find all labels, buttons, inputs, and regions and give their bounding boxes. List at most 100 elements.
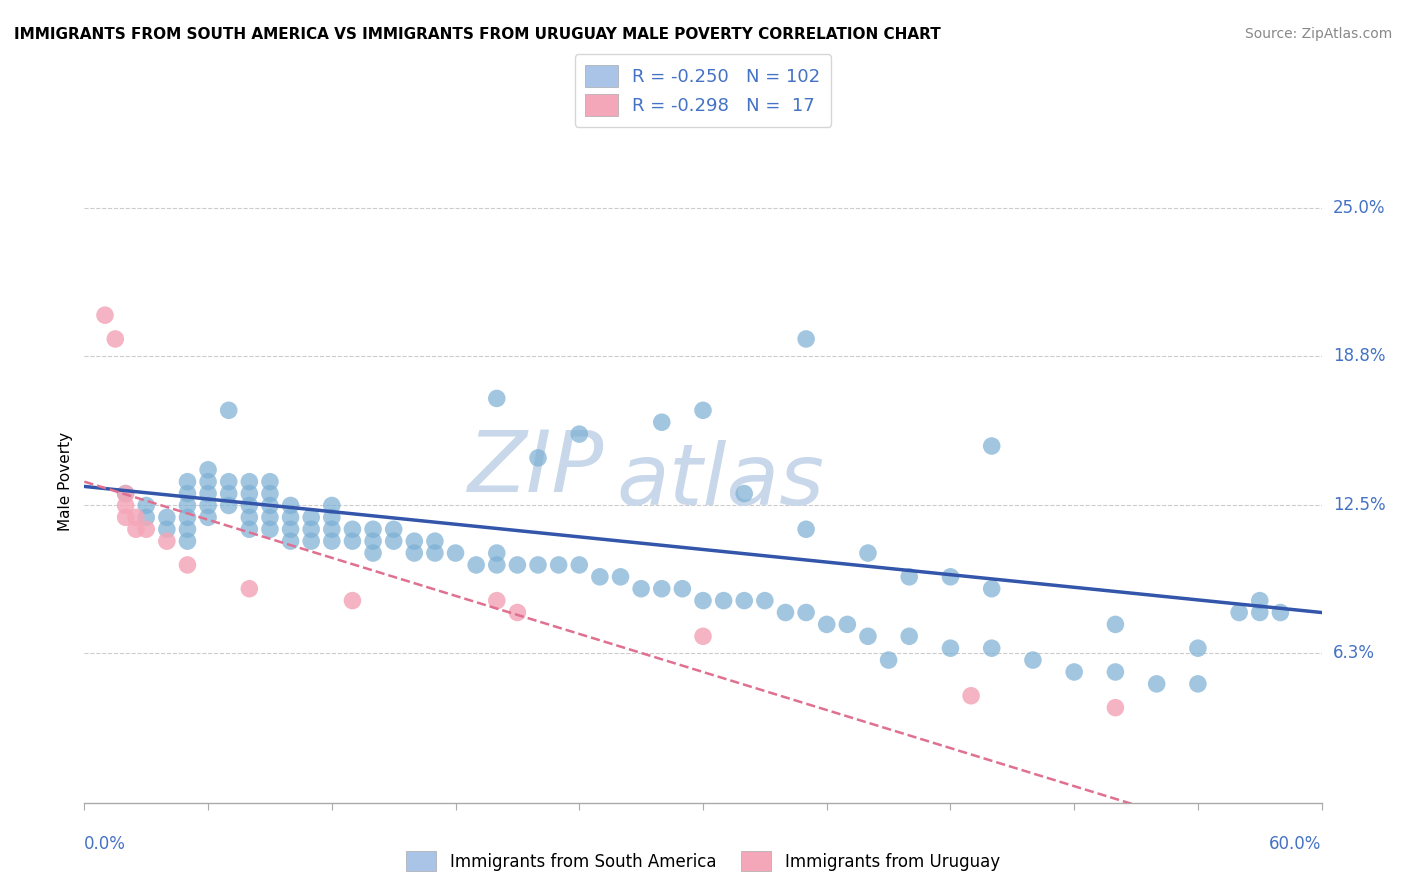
Point [114,486,136,500]
Point [176,558,198,572]
Point [404,534,426,549]
Legend: Immigrants from South America, Immigrants from Uruguay: Immigrants from South America, Immigrant… [399,845,1007,878]
Point [465,558,488,572]
Point [280,499,302,513]
Point [837,617,859,632]
Point [197,463,219,477]
Point [125,510,148,524]
Point [630,582,652,596]
Point [939,641,962,656]
Point [259,475,281,489]
Point [960,689,983,703]
Point [342,522,364,536]
Point [692,403,714,417]
Point [361,534,384,549]
Point [135,499,157,513]
Point [980,439,1002,453]
Point [589,570,612,584]
Point [485,546,508,560]
Text: 12.5%: 12.5% [1333,497,1385,515]
Point [980,582,1002,596]
Point [238,475,260,489]
Point [527,558,550,572]
Point [506,606,529,620]
Text: 6.3%: 6.3% [1333,644,1375,662]
Point [135,510,157,524]
Point [733,593,755,607]
Point [1063,665,1085,679]
Point [176,510,198,524]
Point [1146,677,1168,691]
Point [259,486,281,500]
Point [321,499,343,513]
Point [156,534,179,549]
Point [176,486,198,500]
Point [404,546,426,560]
Point [104,332,127,346]
Point [197,499,219,513]
Point [692,593,714,607]
Point [547,558,569,572]
Point [856,629,879,643]
Point [342,534,364,549]
Point [382,522,405,536]
Point [321,510,343,524]
Point [423,546,446,560]
Point [651,415,673,429]
Point [197,486,219,500]
Point [1227,606,1250,620]
Point [299,522,322,536]
Point [135,522,157,536]
Point [898,570,921,584]
Point [713,593,735,607]
Point [1249,606,1271,620]
Point [197,475,219,489]
Point [299,534,322,549]
Text: atlas: atlas [616,440,824,524]
Point [1187,677,1209,691]
Point [1270,606,1292,620]
Point [259,522,281,536]
Point [176,522,198,536]
Point [238,510,260,524]
Point [423,534,446,549]
Point [114,499,136,513]
Point [444,546,467,560]
Point [238,582,260,596]
Point [939,570,962,584]
Point [1104,617,1126,632]
Text: 18.8%: 18.8% [1333,347,1385,365]
Text: Source: ZipAtlas.com: Source: ZipAtlas.com [1244,27,1392,41]
Point [321,534,343,549]
Point [176,475,198,489]
Point [568,427,591,442]
Point [1249,593,1271,607]
Point [259,499,281,513]
Point [794,332,817,346]
Point [609,570,631,584]
Point [238,499,260,513]
Point [815,617,838,632]
Point [692,629,714,643]
Point [506,558,529,572]
Text: 0.0%: 0.0% [84,835,127,853]
Point [238,486,260,500]
Point [671,582,693,596]
Point [361,546,384,560]
Text: IMMIGRANTS FROM SOUTH AMERICA VS IMMIGRANTS FROM URUGUAY MALE POVERTY CORRELATIO: IMMIGRANTS FROM SOUTH AMERICA VS IMMIGRA… [14,27,941,42]
Point [299,510,322,524]
Point [898,629,921,643]
Point [485,392,508,406]
Point [218,475,240,489]
Text: 60.0%: 60.0% [1270,835,1322,853]
Point [754,593,776,607]
Point [156,510,179,524]
Point [197,510,219,524]
Point [382,534,405,549]
Point [125,522,148,536]
Point [856,546,879,560]
Point [1022,653,1045,667]
Point [794,522,817,536]
Point [877,653,900,667]
Point [1104,665,1126,679]
